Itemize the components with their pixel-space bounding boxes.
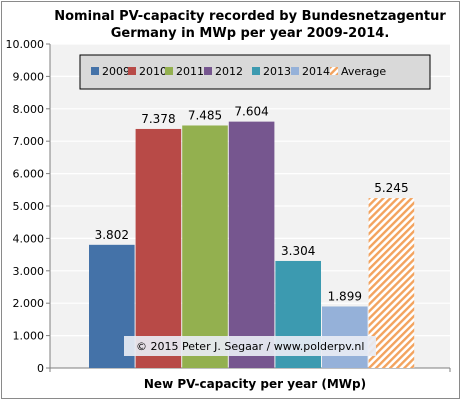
y-tick-label: 7.000 bbox=[13, 135, 45, 148]
y-tick-label: 2.000 bbox=[13, 297, 45, 310]
data-label: 7.378 bbox=[141, 112, 175, 126]
data-label: 7.485 bbox=[188, 108, 222, 122]
legend-swatch bbox=[128, 67, 136, 75]
legend-label: 2014 bbox=[302, 65, 330, 78]
y-tick-label: 5.000 bbox=[13, 200, 45, 213]
data-label: 7.604 bbox=[234, 105, 268, 119]
legend-label: 2010 bbox=[139, 65, 167, 78]
y-tick-label: 4.000 bbox=[13, 232, 45, 245]
y-tick-label: 6.000 bbox=[13, 168, 45, 181]
data-label: 1.899 bbox=[328, 289, 362, 303]
data-label: 5.245 bbox=[374, 181, 408, 195]
bar-2011 bbox=[182, 125, 228, 369]
legend-swatch bbox=[291, 67, 299, 75]
legend-swatch bbox=[204, 67, 212, 75]
bar-average bbox=[368, 198, 415, 368]
y-tick-label: 8.000 bbox=[13, 103, 45, 116]
legend-swatch bbox=[252, 67, 260, 75]
data-label: 3.802 bbox=[95, 228, 129, 242]
bar-2010 bbox=[135, 128, 182, 368]
legend-label: 2009 bbox=[102, 65, 130, 78]
legend bbox=[79, 54, 431, 90]
y-tick-label: 10.000 bbox=[6, 38, 45, 51]
y-tick-label: 9.000 bbox=[13, 70, 45, 83]
chart-title: Nominal PV-capacity recorded by Bundesne… bbox=[54, 9, 446, 41]
legend-swatch bbox=[330, 67, 338, 75]
y-tick-label: 3.000 bbox=[13, 265, 45, 278]
x-axis-label: New PV-capacity per year (MWp) bbox=[143, 377, 367, 391]
bar-2012 bbox=[228, 121, 275, 368]
copyright-box bbox=[124, 336, 376, 356]
copyright-text: © 2015 Peter J. Segaar / www.polderpv.nl bbox=[136, 340, 364, 353]
legend-label: 2012 bbox=[215, 65, 243, 78]
legend-swatch bbox=[91, 67, 99, 75]
legend-label: 2011 bbox=[176, 65, 204, 78]
legend-label: Average bbox=[341, 65, 386, 78]
data-label: 3.304 bbox=[281, 244, 315, 258]
y-tick-label: 1.000 bbox=[13, 330, 45, 343]
legend-label: 2013 bbox=[263, 65, 291, 78]
y-tick-label: 0 bbox=[37, 362, 44, 375]
legend-swatch bbox=[165, 67, 173, 75]
